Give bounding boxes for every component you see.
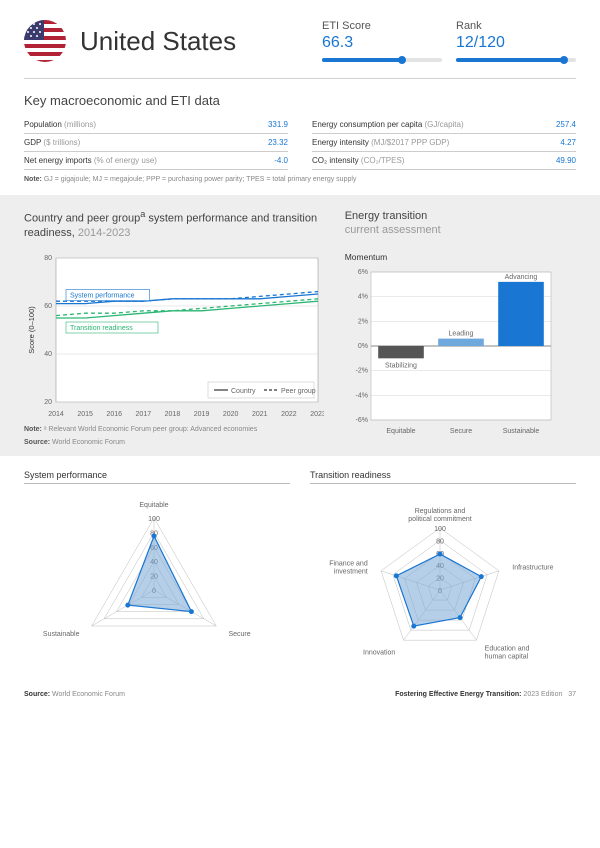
svg-text:80: 80 bbox=[436, 539, 444, 546]
svg-text:-6%: -6% bbox=[355, 417, 367, 424]
svg-text:Transition readiness: Transition readiness bbox=[70, 325, 133, 332]
svg-text:Equitable: Equitable bbox=[386, 428, 415, 435]
svg-text:2014: 2014 bbox=[48, 411, 64, 418]
svg-text:0%: 0% bbox=[358, 343, 368, 350]
eti-value: 66.3 bbox=[322, 34, 442, 52]
svg-text:Infrastructure: Infrastructure bbox=[512, 565, 553, 572]
svg-text:political commitment: political commitment bbox=[408, 516, 471, 523]
rank-value: 12/120 bbox=[456, 34, 576, 52]
svg-text:Secure: Secure bbox=[228, 631, 250, 638]
linechart-source: Source: World Economic Forum bbox=[24, 439, 325, 446]
line-chart: 20 40 60 80 2014 2015 2016 2017 2018 2019 2020 2021… bbox=[24, 250, 325, 420]
svg-text:2017: 2017 bbox=[136, 411, 152, 418]
svg-text:2016: 2016 bbox=[106, 411, 122, 418]
eti-label: ETI Score bbox=[322, 20, 442, 32]
radar-system-performance: EquitableSecureSustainable020406080100 bbox=[24, 490, 284, 680]
linechart-title: Country and peer groupa system performan… bbox=[24, 209, 325, 240]
radar-transition-readiness: Regulations andpolitical commitment Infra… bbox=[310, 490, 570, 680]
momentum-chart: -6% -4% -2% 0% 2% 4% 6% Stabilizing Equitable Lea… bbox=[345, 266, 576, 439]
macro-row: Energy intensity (MJ/$2017 PPP GDP)4.27 bbox=[312, 134, 576, 152]
svg-text:6%: 6% bbox=[358, 269, 368, 276]
country-name: United States bbox=[80, 26, 308, 57]
radar-trans-title: Transition readiness bbox=[310, 470, 576, 484]
svg-text:80: 80 bbox=[44, 255, 52, 262]
macro-row: Energy consumption per capita (GJ/capita… bbox=[312, 116, 576, 134]
svg-text:60: 60 bbox=[44, 303, 52, 310]
svg-text:Regulations and: Regulations and bbox=[415, 508, 466, 515]
svg-text:System performance: System performance bbox=[70, 293, 135, 300]
svg-text:-2%: -2% bbox=[355, 367, 367, 374]
svg-text:2020: 2020 bbox=[223, 411, 239, 418]
rank-label: Rank bbox=[456, 20, 576, 32]
linechart-note: Note: ᵃ Relevant World Economic Forum pe… bbox=[24, 426, 325, 433]
svg-text:Country: Country bbox=[231, 388, 256, 395]
momentum-title: Energy transitioncurrent assessment bbox=[345, 209, 576, 238]
svg-text:2015: 2015 bbox=[77, 411, 93, 418]
svg-text:Score (0–100): Score (0–100) bbox=[27, 306, 36, 354]
header: United States ETI Score 66.3 Rank 12/120 bbox=[24, 20, 576, 79]
momentum-subhead: Momentum bbox=[345, 252, 576, 262]
radar-sys-title: System performance bbox=[24, 470, 290, 484]
svg-text:Secure: Secure bbox=[450, 428, 472, 435]
svg-text:2023: 2023 bbox=[310, 411, 324, 418]
svg-text:100: 100 bbox=[434, 526, 446, 533]
macro-note: Note: GJ = gigajoule; MJ = megajoule; PP… bbox=[24, 176, 576, 183]
svg-text:Sustainable: Sustainable bbox=[43, 631, 80, 638]
svg-text:2022: 2022 bbox=[281, 411, 297, 418]
macro-title: Key macroeconomic and ETI data bbox=[24, 93, 576, 108]
svg-text:Stabilizing: Stabilizing bbox=[385, 362, 417, 369]
flag-icon bbox=[24, 20, 66, 62]
svg-text:human capital: human capital bbox=[485, 654, 529, 661]
svg-text:4%: 4% bbox=[358, 293, 368, 300]
svg-text:Advancing: Advancing bbox=[504, 273, 537, 280]
macro-row: GDP ($ trillions)23.32 bbox=[24, 134, 288, 152]
rank-metric: Rank 12/120 bbox=[456, 20, 576, 62]
svg-text:20: 20 bbox=[44, 399, 52, 406]
radar-row: System performance Equitable Secure Sustai… bbox=[24, 470, 576, 683]
svg-text:2021: 2021 bbox=[252, 411, 268, 418]
charts-panel: Country and peer groupa system performan… bbox=[0, 195, 600, 456]
svg-text:2%: 2% bbox=[358, 318, 368, 325]
svg-text:Education and: Education and bbox=[485, 646, 530, 653]
macro-table: Population (millions)331.9GDP ($ trillio… bbox=[24, 116, 576, 170]
svg-text:Leading: Leading bbox=[448, 330, 473, 337]
svg-text:2018: 2018 bbox=[165, 411, 181, 418]
macro-row: Net energy imports (% of energy use)-4.0 bbox=[24, 152, 288, 170]
svg-text:investment: investment bbox=[334, 569, 368, 576]
macro-row: CO₂ intensity (CO₂/TPES)49.90 bbox=[312, 152, 576, 170]
svg-text:2019: 2019 bbox=[194, 411, 210, 418]
svg-text:-4%: -4% bbox=[355, 392, 367, 399]
svg-text:Peer group: Peer group bbox=[281, 388, 316, 395]
svg-text:Innovation: Innovation bbox=[363, 650, 395, 657]
svg-text:Sustainable: Sustainable bbox=[502, 428, 539, 435]
page-footer: Source: World Economic Forum Fostering E… bbox=[24, 691, 576, 698]
macro-row: Population (millions)331.9 bbox=[24, 116, 288, 134]
svg-text:40: 40 bbox=[44, 351, 52, 358]
svg-text:Finance and: Finance and bbox=[329, 561, 368, 568]
svg-text:100: 100 bbox=[148, 516, 160, 523]
svg-text:Equitable: Equitable bbox=[139, 502, 168, 509]
eti-score-metric: ETI Score 66.3 bbox=[322, 20, 442, 62]
